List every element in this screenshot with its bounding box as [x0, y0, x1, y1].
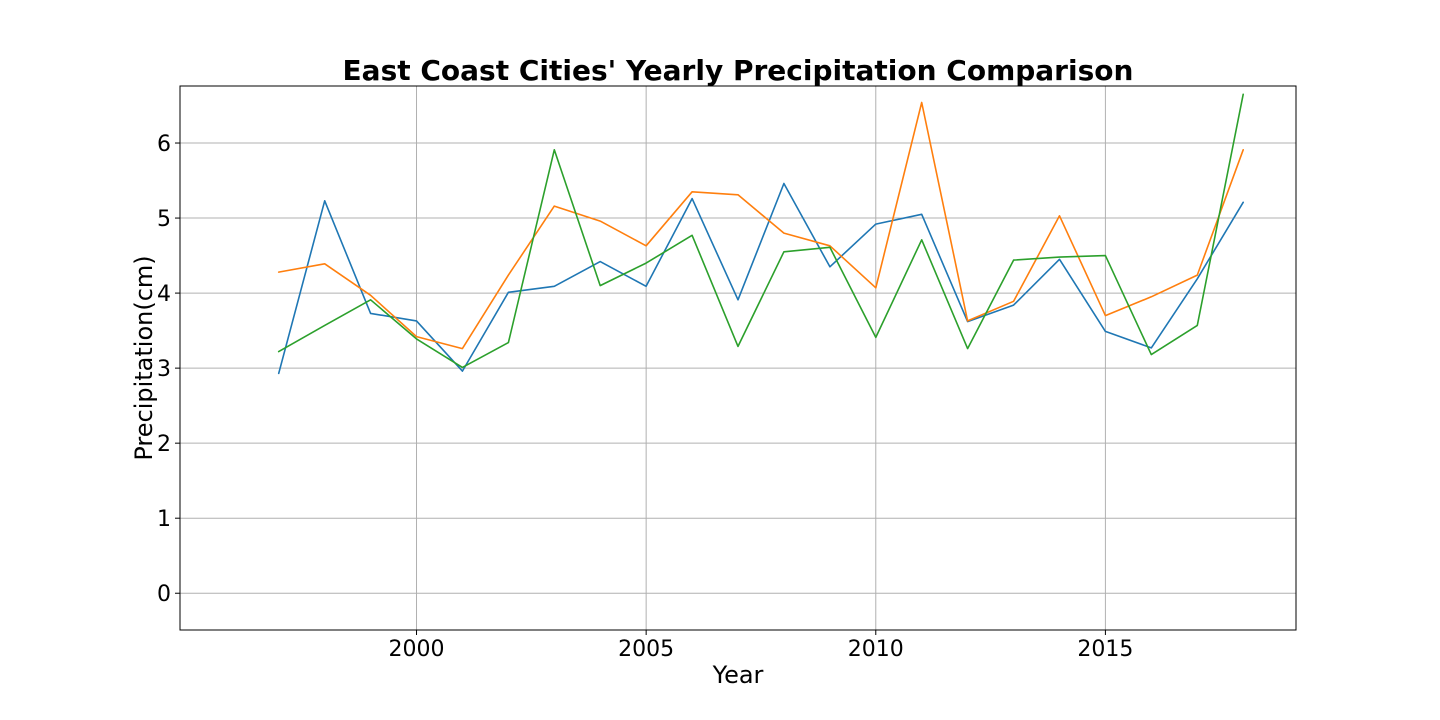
- y-tick-label: 2: [157, 432, 171, 457]
- chart-title: East Coast Cities' Yearly Precipitation …: [343, 54, 1134, 87]
- y-tick-label: 1: [157, 507, 171, 532]
- x-axis-label: Year: [712, 661, 764, 689]
- series-line-1: [277, 182, 1244, 375]
- plot-frame: [179, 85, 1297, 631]
- y-tick-label: 3: [157, 357, 171, 382]
- series-group: [277, 93, 1244, 375]
- y-tick-label: 4: [157, 282, 171, 307]
- x-tick-label: 2000: [389, 637, 445, 662]
- y-axis-label: Precipitation(cm): [130, 255, 158, 460]
- y-tick-label: 5: [157, 207, 171, 232]
- x-tick-label: 2015: [1077, 637, 1133, 662]
- series-line-3: [277, 93, 1244, 369]
- x-axis-ticks: 2000 2005 2010 2015: [389, 630, 1133, 662]
- x-tick-label: 2010: [848, 637, 904, 662]
- y-axis-ticks: 0 1 2 3 4 5 6: [157, 132, 180, 607]
- series-line-2: [277, 101, 1244, 350]
- x-tick-label: 2005: [618, 637, 674, 662]
- y-tick-label: 6: [157, 132, 171, 157]
- grid: [180, 86, 1296, 630]
- y-tick-label: 0: [157, 582, 171, 607]
